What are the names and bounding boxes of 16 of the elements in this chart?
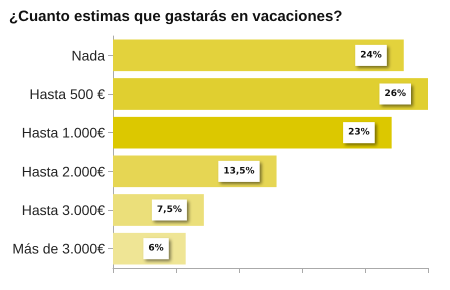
y-tick-label: Hasta 3.000€: [22, 202, 106, 218]
y-tick-label: Más de 3.000€: [12, 240, 106, 257]
bar: [113, 39, 404, 72]
data-label: 24%: [360, 50, 382, 60]
data-label: 23%: [348, 128, 370, 138]
y-tick-label: Hasta 2.000€: [22, 163, 106, 180]
chart-title: ¿Cuanto estimas que gastarás en vacaciones?: [9, 8, 342, 25]
y-tick-label: Hasta 500 €: [30, 86, 106, 102]
data-label: 13,5%: [223, 166, 255, 176]
data-label: 6%: [148, 244, 164, 254]
data-label: 7,5%: [156, 205, 182, 215]
bar: [113, 116, 392, 149]
y-tick-label: Hasta 1.000€: [22, 124, 106, 141]
data-label: 26%: [384, 89, 406, 99]
bar: [113, 78, 428, 110]
y-tick-label: Nada: [72, 47, 106, 64]
